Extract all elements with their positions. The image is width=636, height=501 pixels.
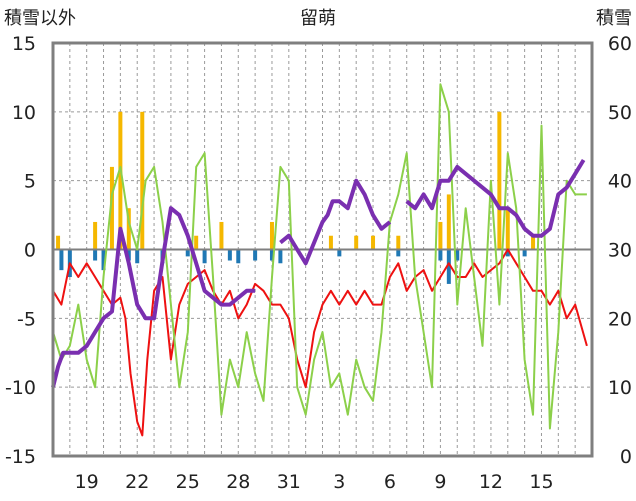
plot-frame — [51, 41, 594, 458]
left-tick-label: 15 — [12, 33, 36, 55]
right-tick-label: 0 — [620, 446, 632, 468]
wind-bar — [236, 249, 241, 264]
x-tick-label: 6 — [384, 471, 396, 493]
left-tick-label: 0 — [24, 240, 36, 262]
x-tick-label: 3 — [333, 471, 345, 493]
sunshine-line — [52, 83, 587, 430]
wind-bar — [135, 249, 140, 264]
wind-bar — [202, 249, 207, 264]
wind-bar — [455, 249, 460, 261]
precipitation-bar — [93, 221, 98, 250]
x-tick-label: 22 — [125, 471, 149, 493]
precipitation-bar — [56, 235, 61, 250]
wind-bar — [269, 249, 274, 261]
precipitation-bar — [354, 235, 359, 250]
left-tick-label: -5 — [17, 308, 36, 330]
left-tick-label: -15 — [5, 446, 36, 468]
precipitation-bar — [497, 111, 502, 250]
right-axis-label: 積雪 — [596, 8, 632, 29]
left-tick-label: -10 — [5, 377, 36, 399]
precipitation-bar — [126, 208, 131, 250]
precipitation-bar — [371, 235, 376, 250]
x-tick-label: 19 — [75, 471, 99, 493]
wind-bar — [446, 249, 451, 284]
precipitation-bar — [140, 111, 145, 250]
x-tick-label: 28 — [226, 471, 250, 493]
wind-bar — [253, 249, 258, 261]
right-tick-label: 50 — [608, 102, 632, 124]
x-tick-label: 25 — [176, 471, 200, 493]
right-tick-label: 20 — [608, 308, 632, 330]
precipitation-bar — [219, 221, 224, 250]
wind-bar — [59, 249, 64, 271]
chart-title: 留萌 — [300, 8, 336, 29]
x-tick-label: 31 — [277, 471, 301, 493]
x-tick-label: 12 — [479, 471, 503, 493]
wind-bar — [185, 249, 190, 257]
precipitation-bar — [269, 221, 274, 250]
precipitation-bar — [438, 221, 443, 250]
right-tick-label: 60 — [608, 33, 632, 55]
precipitation-bar — [531, 235, 536, 250]
precipitation-bar — [118, 111, 123, 250]
wind-bar — [522, 249, 527, 257]
precipitation-bar — [194, 235, 199, 250]
wind-bar — [227, 249, 232, 261]
snow_depth-line — [51, 206, 256, 388]
wind-bar — [337, 249, 342, 257]
left-axis-label: 積雪以外 — [4, 8, 76, 29]
wind-bar — [278, 249, 283, 264]
left-tick-label: 10 — [12, 102, 36, 124]
left-tick-label: 5 — [24, 171, 36, 193]
precipitation-bar — [446, 194, 451, 250]
temperature-line — [52, 248, 588, 437]
precipitation-bar — [109, 166, 114, 250]
wind-bar — [93, 249, 98, 261]
wind-bar — [505, 249, 510, 257]
right-tick-label: 10 — [608, 377, 632, 399]
precipitation-bar — [505, 208, 510, 250]
x-tick-label: 9 — [434, 471, 446, 493]
precipitation-bar — [396, 235, 401, 250]
x-tick-label: 15 — [529, 471, 553, 493]
wind-bar — [396, 249, 401, 257]
right-tick-label: 30 — [608, 240, 632, 262]
snow_depth-line — [405, 158, 586, 238]
precipitation-bar — [328, 235, 333, 250]
snow_depth-line — [279, 178, 392, 266]
wind-bar — [438, 249, 443, 261]
right-tick-label: 40 — [608, 171, 632, 193]
wind-bar — [101, 249, 106, 271]
